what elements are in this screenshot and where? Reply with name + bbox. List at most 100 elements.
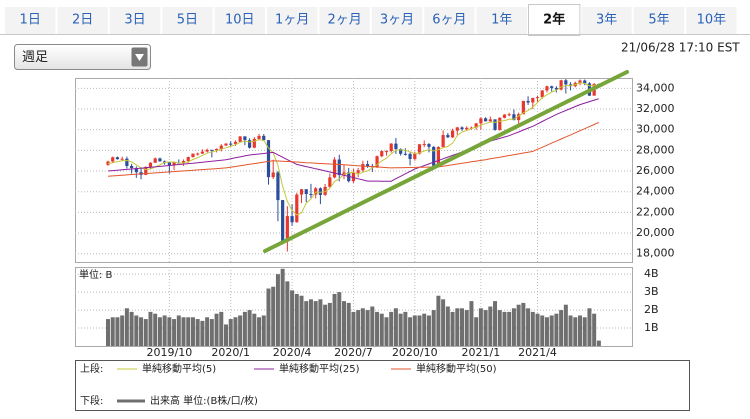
tab-label[interactable]: 1ヶ月: [275, 13, 309, 28]
candle-body: [285, 216, 289, 242]
y-tick-label: 34,000: [636, 81, 675, 94]
volume-bar: [294, 293, 299, 346]
volume-bar: [379, 313, 384, 346]
volume-bar: [124, 308, 129, 346]
candle-body: [465, 127, 469, 130]
candle-body: [134, 168, 138, 173]
volume-bar: [181, 317, 186, 346]
volume-bar: [474, 317, 479, 346]
volume-bar: [441, 299, 446, 346]
candle-body: [559, 80, 563, 90]
tab-label[interactable]: 3日: [124, 13, 145, 28]
legend-group-label: 上段:: [80, 362, 103, 375]
tab[interactable]: [370, 6, 424, 35]
tab-label[interactable]: 5年: [648, 13, 669, 28]
candle-body: [219, 145, 223, 149]
dropdown-text[interactable]: 週足: [22, 50, 48, 65]
legend-label: 単純移動平均(50): [416, 362, 497, 375]
volume-bar: [271, 286, 276, 346]
tab-label[interactable]: 10年: [697, 13, 727, 28]
volume-bar: [398, 313, 403, 346]
volume-bar: [351, 311, 356, 346]
tab-label[interactable]: 3ヶ月: [380, 13, 414, 28]
volume-bar: [266, 288, 271, 346]
candle-body: [399, 149, 403, 154]
candle-body: [115, 157, 120, 160]
candle-body: [295, 194, 299, 223]
y-tick-label: 1B: [644, 321, 659, 334]
candle-body: [517, 114, 521, 121]
candle-body: [191, 153, 195, 158]
plot: 18,000 20,000 22,000 24,000 26,000 28,000 30,0…: [75, 78, 675, 359]
volume-bar: [511, 308, 516, 346]
candle-body: [281, 200, 285, 242]
period-dropdown[interactable]: 週足: [14, 44, 151, 70]
tab[interactable]: [580, 6, 633, 35]
candle-body: [403, 153, 407, 155]
candle-body: [144, 166, 148, 175]
tab-label[interactable]: 1日: [20, 13, 41, 28]
candle-body: [130, 165, 134, 169]
tab[interactable]: [56, 6, 109, 35]
volume-bar: [592, 313, 597, 346]
candle-body: [148, 162, 153, 167]
tab-label[interactable]: 3年: [596, 13, 617, 28]
candle-body: [252, 138, 256, 148]
candle-body: [446, 135, 450, 138]
volume-bar: [190, 317, 195, 346]
volume-bar: [578, 315, 582, 346]
candle-body: [455, 127, 459, 131]
y-tick-label: 20,000: [636, 226, 675, 239]
tab[interactable]: [266, 6, 319, 35]
candle-body: [512, 114, 516, 121]
candle-body: [125, 158, 129, 166]
candle-body: [413, 153, 417, 159]
y-tick-label: 18,000: [636, 247, 675, 260]
tab-label[interactable]: 5日: [177, 13, 198, 28]
tab-label[interactable]: 2日: [72, 13, 93, 28]
tab[interactable]: [161, 6, 214, 35]
x-tick-label: 2019/10: [147, 346, 193, 359]
candle-body: [366, 164, 370, 167]
tab-label[interactable]: 10日: [225, 13, 255, 28]
volume-bar: [195, 319, 200, 346]
candle-body: [535, 97, 540, 99]
candle-body: [474, 123, 478, 128]
candle-body: [205, 149, 209, 152]
candle-body: [158, 158, 162, 162]
volume-bar: [596, 340, 601, 346]
candle-body: [167, 162, 171, 166]
y-tick-label: 26,000: [636, 164, 675, 177]
volume-bar: [342, 301, 346, 346]
volume-bar: [559, 310, 564, 346]
candle-body: [441, 135, 445, 148]
volume-bar: [257, 317, 262, 346]
tab-label[interactable]: 6ヶ月: [432, 13, 466, 28]
candle-body: [479, 118, 483, 124]
volume-bar: [332, 293, 337, 346]
volume-bar: [308, 299, 313, 346]
tab-label[interactable]: 1年: [491, 13, 512, 28]
candle-body: [389, 143, 393, 152]
volume-bar: [422, 313, 427, 346]
tab[interactable]: [685, 6, 738, 35]
candle-body: [380, 151, 384, 157]
dropdown-box[interactable]: [14, 44, 151, 70]
candle-body: [200, 151, 204, 154]
tab[interactable]: [4, 6, 57, 35]
x-tick-label: 2020/1: [211, 346, 250, 359]
volume-bar: [365, 310, 370, 346]
candle-body: [262, 135, 266, 141]
candle-body: [422, 144, 426, 146]
tab[interactable]: [528, 4, 581, 36]
volume-bar: [450, 311, 455, 346]
tab[interactable]: [475, 6, 529, 35]
x-tick-label: 2021/4: [518, 346, 557, 359]
volume-bar: [106, 319, 110, 346]
volume-bar: [464, 310, 469, 346]
candle-body: [450, 130, 455, 138]
tab-label[interactable]: 2ヶ月: [327, 13, 361, 28]
y-tick-label: 28,000: [636, 143, 675, 156]
tab-label[interactable]: 2年: [543, 12, 565, 28]
candle-body: [384, 151, 389, 153]
